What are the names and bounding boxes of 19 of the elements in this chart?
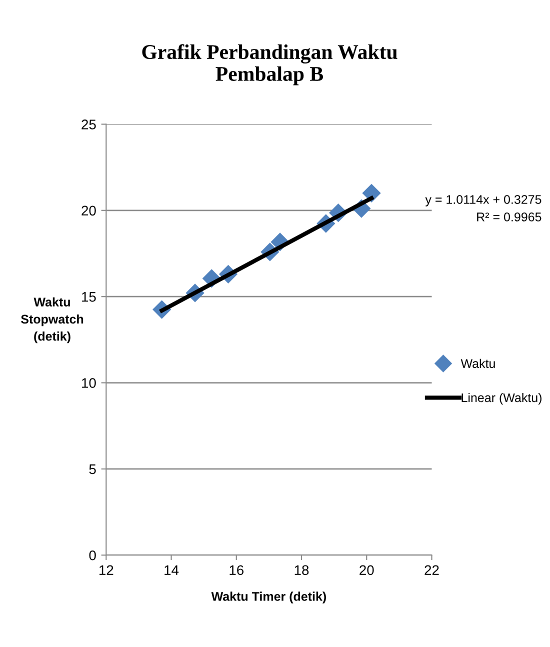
x-tick-label: 20 [360, 565, 374, 576]
chart-title: Grafik Perbandingan Waktu Pembalap B [142, 44, 398, 86]
x-tick-label: 18 [294, 565, 309, 576]
x-tick-label: 16 [230, 565, 244, 576]
legend-label: Waktu [460, 358, 495, 368]
y-tick-label: 0 [89, 550, 96, 560]
y-tick-label: 25 [82, 120, 96, 130]
y-tick-label: 15 [82, 292, 96, 302]
x-axis-title: Waktu Timer (detik) [211, 592, 326, 604]
x-tick-label: 22 [424, 565, 439, 575]
annotation: y = 1.0114x + 0.3275 [425, 195, 542, 206]
y-axis-title: Waktu Stopwatch (detik) [21, 297, 84, 344]
y-tick-label: 20 [82, 206, 96, 216]
legend-label: Linear (Waktu) [462, 392, 542, 405]
x-tick-label: 12 [99, 565, 114, 575]
y-tick-label: 5 [89, 464, 96, 474]
x-tick-label: 14 [164, 565, 179, 575]
text: R² = 0.9965 [477, 212, 542, 222]
y-tick-label: 10 [82, 378, 96, 388]
